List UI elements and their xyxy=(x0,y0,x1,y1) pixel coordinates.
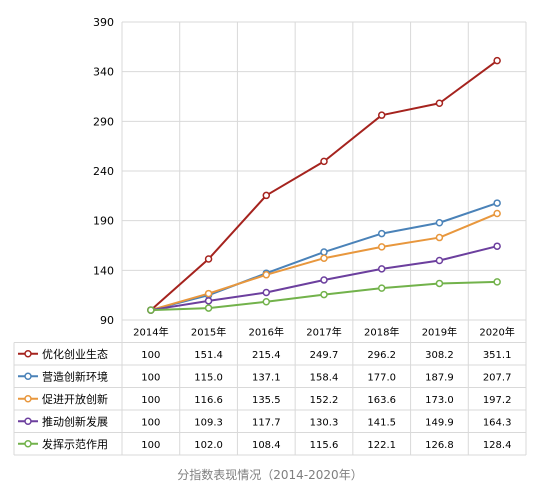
data-point xyxy=(493,209,501,218)
data-point xyxy=(435,219,444,227)
table-cell: 152.2 xyxy=(310,395,339,406)
table-cell: 137.1 xyxy=(252,372,281,383)
table-cell: 100 xyxy=(141,350,160,361)
table-cell: 100 xyxy=(141,417,160,428)
legend-label: 发挥示范作用 xyxy=(42,437,108,451)
x-tick-label: 2016年 xyxy=(249,325,284,338)
data-point xyxy=(204,297,213,305)
table-cell: 117.7 xyxy=(252,417,281,428)
table-cell: 158.4 xyxy=(310,372,339,383)
gridlines xyxy=(121,21,527,455)
data-point xyxy=(435,99,444,108)
y-tick-label: 90 xyxy=(100,314,114,327)
table-cell: 207.7 xyxy=(483,372,512,383)
table-cell: 102.0 xyxy=(194,440,223,451)
legend-key-marker xyxy=(24,417,32,425)
y-tick-label: 140 xyxy=(93,264,114,277)
y-axis-ticks: 90 140 190 240 290 340 390 xyxy=(93,16,114,327)
x-tick-label: 2014年 xyxy=(133,325,168,338)
table-cell: 173.0 xyxy=(425,395,454,406)
data-point xyxy=(204,304,213,312)
table-cell: 351.1 xyxy=(483,350,512,361)
line-chart: 90 140 190 240 290 340 390 2014年 2015年 2016年 2017… xyxy=(13,16,527,456)
table-cell: 149.9 xyxy=(425,417,454,428)
data-point xyxy=(377,111,386,119)
legend-key-marker xyxy=(24,395,32,403)
y-tick-label: 390 xyxy=(93,16,114,29)
y-tick-label: 340 xyxy=(93,66,114,79)
chart-caption: 分指数表现情况（2014-2020年） xyxy=(177,468,363,482)
table-cell: 197.2 xyxy=(483,395,512,406)
data-point xyxy=(435,256,444,265)
data-point xyxy=(377,229,386,238)
table-cell: 187.9 xyxy=(425,372,454,383)
data-point xyxy=(493,56,501,65)
table-cell: 122.1 xyxy=(367,440,396,451)
table-cell: 177.0 xyxy=(367,372,396,383)
data-point xyxy=(435,279,444,288)
data-point xyxy=(493,242,501,250)
legend-key-marker xyxy=(24,372,32,380)
table-cell: 164.3 xyxy=(483,417,512,428)
table-cell: 296.2 xyxy=(367,350,396,361)
data-point xyxy=(262,191,271,200)
table-cell: 115.0 xyxy=(194,372,223,383)
legend-label: 促进开放创新 xyxy=(42,392,108,406)
table-cell: 215.4 xyxy=(252,350,281,361)
data-point xyxy=(435,233,444,242)
table-cell: 100 xyxy=(141,372,160,383)
data-point xyxy=(320,157,328,166)
data-point xyxy=(320,276,328,284)
data-point xyxy=(147,306,155,314)
table-cell: 128.4 xyxy=(483,440,512,451)
table-cell: 126.8 xyxy=(425,440,454,451)
x-tick-label: 2020年 xyxy=(479,325,514,338)
table-cell: 151.4 xyxy=(194,350,223,361)
table-cell: 115.6 xyxy=(310,440,339,451)
x-tick-label: 2018年 xyxy=(364,325,399,338)
table-cell: 163.6 xyxy=(367,395,396,406)
y-tick-label: 190 xyxy=(93,215,114,228)
table-cell: 141.5 xyxy=(367,417,396,428)
data-point xyxy=(493,278,501,286)
table-cell: 130.3 xyxy=(310,417,339,428)
data-point xyxy=(320,290,328,299)
data-point xyxy=(377,284,386,292)
table-cell: 135.5 xyxy=(252,395,281,406)
legend-label: 营造创新环境 xyxy=(42,369,108,383)
table-cell: 109.3 xyxy=(194,417,223,428)
y-tick-label: 290 xyxy=(93,115,114,128)
data-point xyxy=(320,254,328,262)
legend-label: 优化创业生态 xyxy=(42,347,108,361)
table-cell: 116.6 xyxy=(194,395,223,406)
data-table: 2014年 2015年 2016年 2017年 2018年 2019年 2020年优化创业生… xyxy=(13,319,526,456)
data-point xyxy=(204,289,213,298)
data-point xyxy=(493,199,501,207)
series-lines xyxy=(147,56,501,314)
table-cell: 100 xyxy=(141,440,160,451)
data-point xyxy=(262,297,271,306)
table-cell: 108.4 xyxy=(252,440,281,451)
y-tick-label: 240 xyxy=(93,165,114,178)
data-point xyxy=(377,243,386,251)
legend-key-marker xyxy=(24,440,32,448)
legend-label: 推动创新发展 xyxy=(42,414,108,428)
data-point xyxy=(262,288,271,297)
table-cell: 308.2 xyxy=(425,350,454,361)
legend-key-marker xyxy=(24,350,32,358)
data-point xyxy=(204,255,213,263)
x-tick-label: 2017年 xyxy=(306,325,341,338)
data-point xyxy=(262,271,271,279)
data-point xyxy=(377,265,386,273)
data-point xyxy=(320,248,328,256)
table-cell: 249.7 xyxy=(310,350,339,361)
x-tick-label: 2019年 xyxy=(422,325,457,338)
table-cell: 100 xyxy=(141,395,160,406)
series-line xyxy=(150,59,498,311)
x-tick-label: 2015年 xyxy=(191,325,226,338)
